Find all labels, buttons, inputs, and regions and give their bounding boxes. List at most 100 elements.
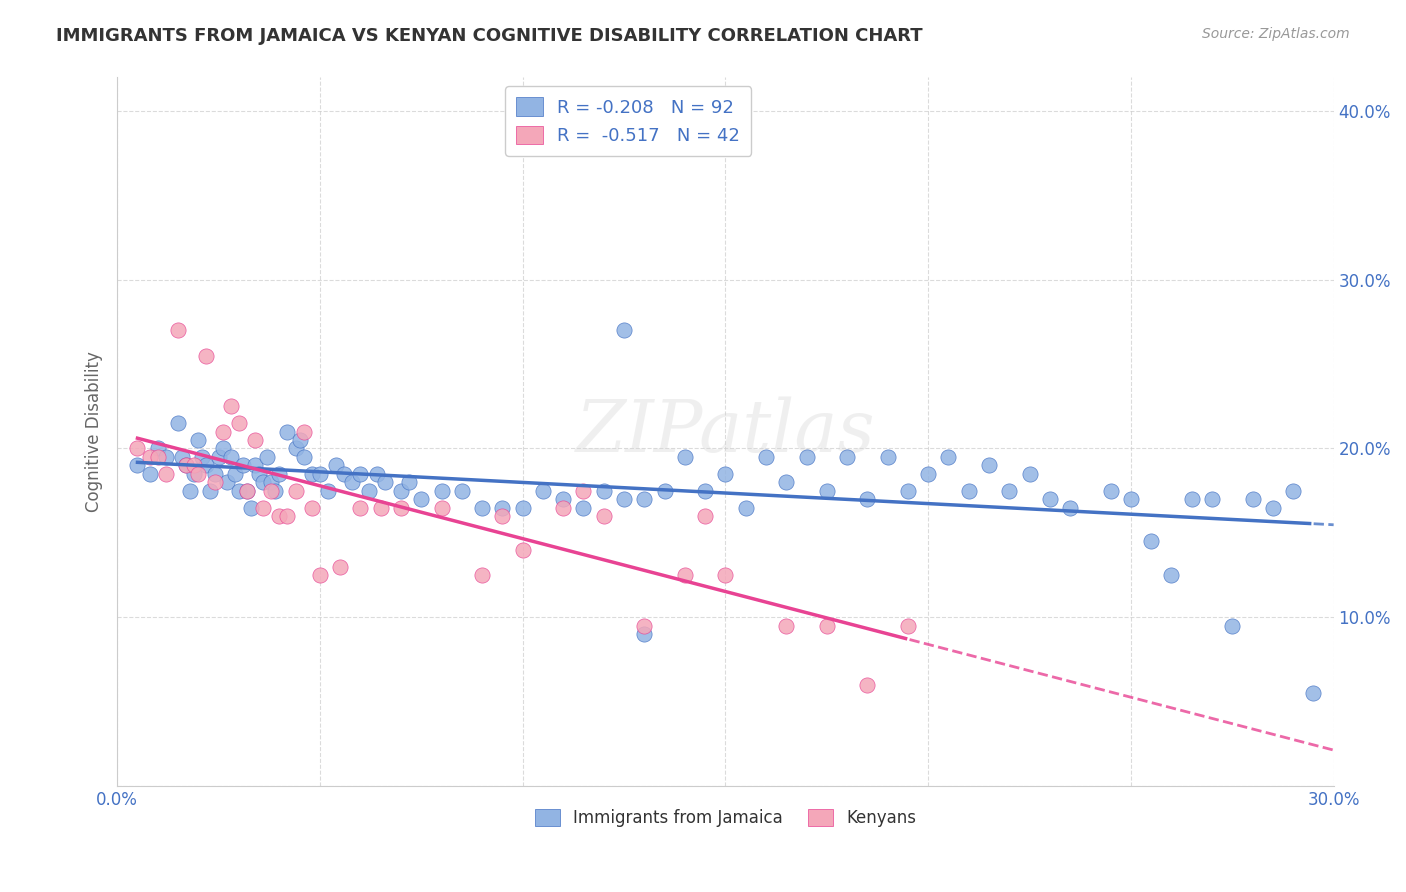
Legend: Immigrants from Jamaica, Kenyans: Immigrants from Jamaica, Kenyans	[529, 803, 922, 834]
Point	[856, 492, 879, 507]
Point	[200, 483, 222, 498]
Point	[329, 559, 352, 574]
Point	[127, 442, 149, 456]
Text: ZIPatlas: ZIPatlas	[575, 396, 875, 467]
Text: Source: ZipAtlas.com: Source: ZipAtlas.com	[1202, 27, 1350, 41]
Point	[333, 467, 356, 481]
Point	[734, 500, 756, 515]
Point	[138, 450, 160, 464]
Point	[1220, 618, 1243, 632]
Point	[1302, 686, 1324, 700]
Point	[938, 450, 960, 464]
Point	[276, 425, 298, 439]
Point	[269, 508, 291, 523]
Point	[430, 483, 453, 498]
Point	[243, 433, 266, 447]
Point	[1201, 492, 1223, 507]
Point	[1261, 500, 1284, 515]
Point	[276, 508, 298, 523]
Point	[349, 467, 371, 481]
Point	[127, 458, 149, 473]
Point	[252, 500, 274, 515]
Point	[309, 467, 332, 481]
Point	[219, 400, 242, 414]
Point	[174, 458, 197, 473]
Point	[695, 508, 717, 523]
Point	[269, 467, 291, 481]
Point	[389, 500, 412, 515]
Point	[183, 458, 205, 473]
Point	[592, 483, 614, 498]
Point	[179, 483, 201, 498]
Point	[211, 442, 233, 456]
Point	[835, 450, 858, 464]
Point	[240, 500, 263, 515]
Point	[224, 467, 246, 481]
Point	[228, 483, 250, 498]
Point	[260, 483, 283, 498]
Point	[243, 458, 266, 473]
Point	[219, 450, 242, 464]
Point	[1181, 492, 1204, 507]
Point	[309, 568, 332, 582]
Point	[187, 433, 209, 447]
Point	[301, 467, 323, 481]
Point	[191, 450, 214, 464]
Point	[155, 467, 177, 481]
Point	[512, 542, 534, 557]
Point	[450, 483, 472, 498]
Point	[815, 483, 838, 498]
Point	[897, 618, 920, 632]
Point	[815, 618, 838, 632]
Point	[572, 483, 595, 498]
Point	[430, 500, 453, 515]
Point	[512, 500, 534, 515]
Point	[633, 618, 655, 632]
Point	[1099, 483, 1122, 498]
Point	[260, 475, 283, 490]
Point	[755, 450, 778, 464]
Point	[357, 483, 380, 498]
Point	[977, 458, 1000, 473]
Point	[613, 323, 636, 337]
Point	[389, 483, 412, 498]
Point	[491, 500, 513, 515]
Point	[714, 568, 737, 582]
Text: IMMIGRANTS FROM JAMAICA VS KENYAN COGNITIVE DISABILITY CORRELATION CHART: IMMIGRANTS FROM JAMAICA VS KENYAN COGNIT…	[56, 27, 922, 45]
Point	[292, 450, 315, 464]
Point	[374, 475, 396, 490]
Point	[897, 483, 920, 498]
Point	[775, 475, 797, 490]
Point	[491, 508, 513, 523]
Point	[1018, 467, 1040, 481]
Point	[195, 458, 218, 473]
Point	[183, 467, 205, 481]
Point	[1059, 500, 1081, 515]
Point	[207, 450, 229, 464]
Y-axis label: Cognitive Disability: Cognitive Disability	[86, 351, 103, 512]
Point	[370, 500, 392, 515]
Point	[673, 450, 696, 464]
Point	[633, 627, 655, 641]
Point	[366, 467, 388, 481]
Point	[211, 425, 233, 439]
Point	[284, 483, 307, 498]
Point	[775, 618, 797, 632]
Point	[796, 450, 818, 464]
Point	[411, 492, 433, 507]
Point	[138, 467, 160, 481]
Point	[1140, 534, 1163, 549]
Point	[236, 483, 259, 498]
Point	[252, 475, 274, 490]
Point	[167, 323, 190, 337]
Point	[572, 500, 595, 515]
Point	[1241, 492, 1264, 507]
Point	[673, 568, 696, 582]
Point	[187, 467, 209, 481]
Point	[301, 500, 323, 515]
Point	[174, 458, 197, 473]
Point	[957, 483, 980, 498]
Point	[876, 450, 898, 464]
Point	[917, 467, 939, 481]
Point	[1039, 492, 1062, 507]
